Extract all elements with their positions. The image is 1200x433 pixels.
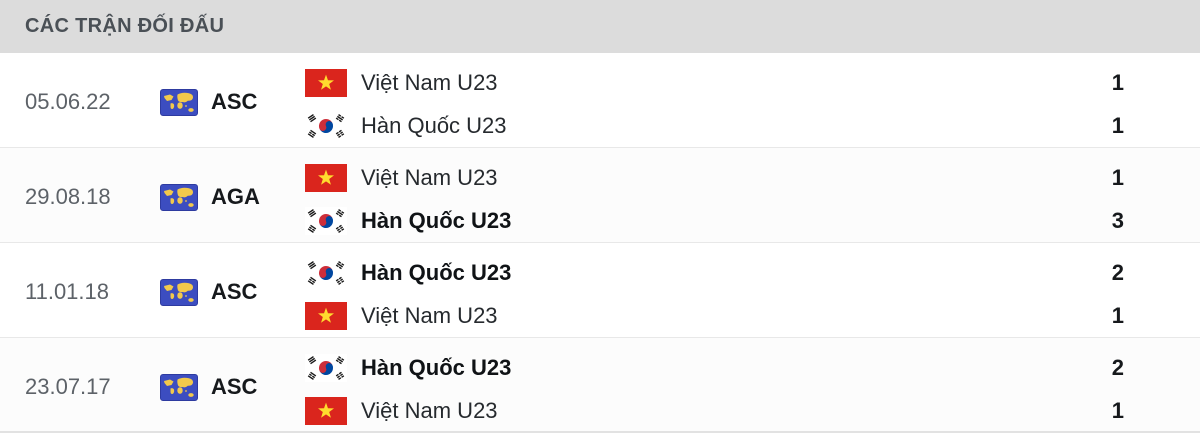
team-home: Hàn Quốc U23 bbox=[305, 251, 1074, 294]
south-korea-flag-icon bbox=[305, 353, 347, 382]
competition: ASC bbox=[160, 373, 305, 401]
south-korea-flag-icon bbox=[305, 206, 347, 235]
competition-code: ASC bbox=[211, 374, 258, 399]
team-name: Việt Nam U23 bbox=[361, 69, 498, 95]
match-date: 05.06.22 bbox=[25, 89, 111, 114]
match-date: 11.01.18 bbox=[25, 279, 110, 304]
match-row[interactable]: 11.01.18 ASC Hàn Quốc U23 Việt Nam U23 bbox=[0, 242, 1200, 337]
teams: Việt Nam U23 Hàn Quốc U23 bbox=[305, 61, 1074, 147]
team-home: Việt Nam U23 bbox=[305, 61, 1074, 104]
competition-code: ASC bbox=[211, 89, 258, 114]
team-away: Hàn Quốc U23 bbox=[305, 104, 1074, 147]
scores: 1 1 bbox=[1074, 61, 1200, 147]
away-score: 3 bbox=[1111, 207, 1124, 233]
section-title: CÁC TRẬN ĐỐI ĐẤU bbox=[25, 15, 225, 37]
world-map-icon bbox=[160, 278, 198, 306]
team-name: Việt Nam U23 bbox=[361, 302, 498, 328]
competition-code: ASC bbox=[211, 279, 258, 304]
team-home: Việt Nam U23 bbox=[305, 156, 1074, 199]
match-row[interactable]: 23.07.17 ASC Hàn Quốc U23 Việt Nam U23 bbox=[0, 337, 1200, 431]
scores: 1 3 bbox=[1074, 156, 1200, 242]
teams: Việt Nam U23 Hàn Quốc U23 bbox=[305, 156, 1074, 242]
world-map-icon bbox=[160, 88, 198, 116]
match-date: 29.08.18 bbox=[25, 184, 111, 209]
home-score: 2 bbox=[1111, 354, 1124, 380]
competition: ASC bbox=[160, 88, 305, 116]
home-score: 1 bbox=[1111, 164, 1124, 190]
team-name: Hàn Quốc U23 bbox=[361, 259, 512, 285]
vietnam-flag-icon bbox=[305, 396, 347, 425]
away-score: 1 bbox=[1111, 112, 1124, 138]
vietnam-flag-icon bbox=[305, 68, 347, 97]
world-map-icon bbox=[160, 373, 198, 401]
team-away: Việt Nam U23 bbox=[305, 294, 1074, 337]
south-korea-flag-icon bbox=[305, 258, 347, 287]
team-away: Việt Nam U23 bbox=[305, 389, 1074, 431]
vietnam-flag-icon bbox=[305, 301, 347, 330]
home-score: 2 bbox=[1111, 259, 1124, 285]
scores: 2 1 bbox=[1074, 346, 1200, 431]
team-home: Hàn Quốc U23 bbox=[305, 346, 1074, 389]
section-header: CÁC TRẬN ĐỐI ĐẤU bbox=[0, 0, 1200, 53]
scores: 2 1 bbox=[1074, 251, 1200, 337]
teams: Hàn Quốc U23 Việt Nam U23 bbox=[305, 346, 1074, 431]
away-score: 1 bbox=[1111, 302, 1124, 328]
match-row[interactable]: 29.08.18 AGA Việt Nam U23 Hàn Quốc U23 bbox=[0, 147, 1200, 242]
competition-code: AGA bbox=[211, 184, 260, 209]
vietnam-flag-icon bbox=[305, 163, 347, 192]
away-score: 1 bbox=[1111, 397, 1124, 423]
world-map-icon bbox=[160, 183, 198, 211]
team-name: Việt Nam U23 bbox=[361, 164, 498, 190]
team-name: Việt Nam U23 bbox=[361, 397, 498, 423]
team-away: Hàn Quốc U23 bbox=[305, 199, 1074, 242]
south-korea-flag-icon bbox=[305, 111, 347, 140]
team-name: Hàn Quốc U23 bbox=[361, 112, 507, 138]
match-row[interactable]: 05.06.22 ASC Việt Nam U23 Hàn Quốc U23 bbox=[0, 53, 1200, 147]
competition: AGA bbox=[160, 183, 305, 211]
match-date: 23.07.17 bbox=[25, 374, 111, 399]
competition: ASC bbox=[160, 278, 305, 306]
home-score: 1 bbox=[1111, 69, 1124, 95]
teams: Hàn Quốc U23 Việt Nam U23 bbox=[305, 251, 1074, 337]
team-name: Hàn Quốc U23 bbox=[361, 354, 512, 380]
team-name: Hàn Quốc U23 bbox=[361, 207, 512, 233]
